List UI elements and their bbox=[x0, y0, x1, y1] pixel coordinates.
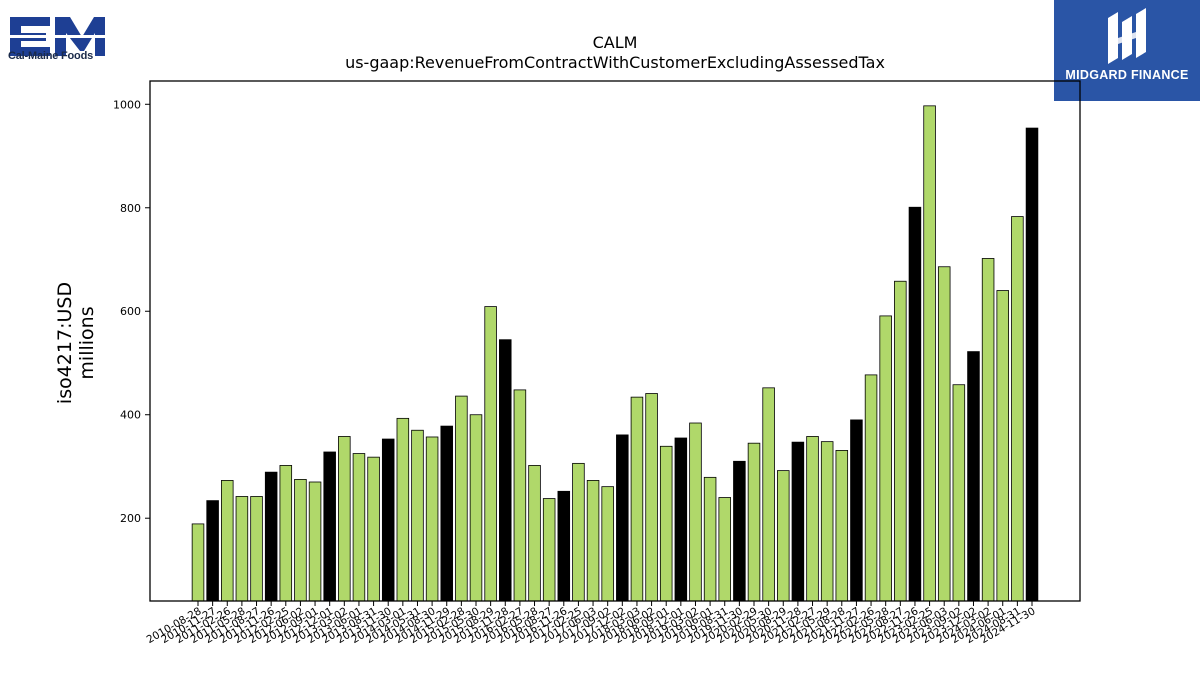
bar-2023-09-02 bbox=[952, 384, 966, 602]
bar-2010-08-28 bbox=[191, 523, 205, 602]
bar-2022-05-28 bbox=[879, 315, 892, 602]
y-axis: 200 400 600 800 1000 bbox=[113, 98, 150, 525]
plot-frame bbox=[149, 80, 1081, 602]
cal-maine-logo bbox=[10, 17, 105, 56]
bar-2012-06-02 bbox=[294, 479, 307, 602]
y-axis-label-line1: iso4217:USD bbox=[54, 282, 76, 404]
bar-2013-11-30 bbox=[381, 438, 395, 602]
bar-2020-11-28 bbox=[791, 441, 805, 602]
y-tick-label: 1000 bbox=[113, 98, 141, 111]
y-tick-label: 800 bbox=[120, 202, 141, 215]
y-axis-label-line2: millions bbox=[76, 306, 98, 379]
bar-2015-02-28 bbox=[455, 395, 468, 602]
bar-2019-06-01 bbox=[703, 476, 717, 602]
bar-2024-06-01 bbox=[996, 290, 1009, 602]
bar-2023-02-25 bbox=[923, 105, 936, 602]
bar-2015-05-30 bbox=[469, 414, 483, 602]
bar-2020-05-30 bbox=[762, 387, 775, 602]
bar-2023-06-03 bbox=[937, 266, 951, 602]
bar-2017-06-03 bbox=[586, 480, 600, 602]
bar-2015-11-28 bbox=[499, 339, 512, 602]
bar-2021-11-27 bbox=[850, 419, 863, 602]
bar-2013-06-01 bbox=[352, 453, 366, 602]
bar-2022-11-26 bbox=[908, 206, 922, 602]
bar-2023-12-02 bbox=[967, 351, 980, 602]
bar-2020-08-29 bbox=[777, 470, 790, 602]
bar-2020-02-29 bbox=[747, 442, 761, 602]
bar-2018-09-01 bbox=[659, 445, 673, 602]
bar-2015-08-29 bbox=[484, 306, 497, 602]
bar-2014-05-31 bbox=[411, 429, 424, 602]
bar-2016-11-26 bbox=[557, 490, 571, 602]
bar-2022-02-26 bbox=[864, 374, 878, 602]
bar-2019-08-31 bbox=[718, 497, 731, 602]
bar-2011-02-26 bbox=[221, 480, 234, 602]
bar-2024-08-31 bbox=[1011, 216, 1024, 602]
bar-2011-08-27 bbox=[250, 496, 263, 602]
bar-2016-08-27 bbox=[542, 498, 556, 602]
bar-2017-02-25 bbox=[572, 462, 585, 602]
midgard-emblem-icon bbox=[1108, 8, 1146, 64]
bars-group bbox=[191, 105, 1039, 602]
y-tick-label: 400 bbox=[120, 409, 141, 422]
bar-2022-08-27 bbox=[894, 280, 907, 602]
bar-2021-05-29 bbox=[820, 441, 834, 602]
bar-2010-11-27 bbox=[206, 500, 219, 602]
bar-2019-03-02 bbox=[689, 422, 702, 602]
bar-2012-02-25 bbox=[279, 465, 293, 602]
y-tick-label: 200 bbox=[120, 512, 141, 525]
bar-2017-09-02 bbox=[601, 486, 614, 602]
bar-2018-06-02 bbox=[645, 393, 658, 602]
bar-2021-08-28 bbox=[835, 450, 849, 602]
bar-2013-03-02 bbox=[338, 436, 351, 602]
company-caption: Cal-Maine Foods bbox=[8, 50, 94, 62]
bar-2019-11-30 bbox=[733, 460, 746, 602]
bar-2018-12-01 bbox=[674, 437, 688, 602]
bar-2024-11-30 bbox=[1025, 127, 1039, 602]
chart-subtitle: us-gaap:RevenueFromContractWithCustomerE… bbox=[345, 53, 885, 72]
bar-2017-12-02 bbox=[616, 434, 629, 602]
bar-2014-08-30 bbox=[425, 436, 439, 602]
bar-2016-02-27 bbox=[513, 389, 527, 602]
partner-name: MIDGARD FINANCE bbox=[1065, 68, 1189, 82]
y-tick-label: 600 bbox=[120, 305, 141, 318]
bar-2012-12-01 bbox=[323, 451, 336, 602]
bar-2014-03-01 bbox=[396, 417, 410, 602]
bar-2024-03-02 bbox=[981, 258, 995, 602]
bar-2018-03-03 bbox=[630, 396, 644, 602]
chart-title: CALM bbox=[592, 33, 638, 52]
bar-2013-08-31 bbox=[367, 456, 380, 602]
bar-2012-09-01 bbox=[308, 481, 322, 602]
midgard-finance-badge: MIDGARD FINANCE bbox=[1054, 0, 1200, 101]
bar-2014-11-29 bbox=[440, 425, 453, 602]
bar-2011-05-28 bbox=[235, 496, 249, 602]
bar-2011-11-26 bbox=[264, 471, 278, 602]
bar-2016-05-28 bbox=[528, 465, 541, 602]
x-axis: 2010-08-282010-11-272011-02-262011-05-28… bbox=[145, 601, 1038, 646]
bar-2021-02-27 bbox=[806, 436, 819, 602]
